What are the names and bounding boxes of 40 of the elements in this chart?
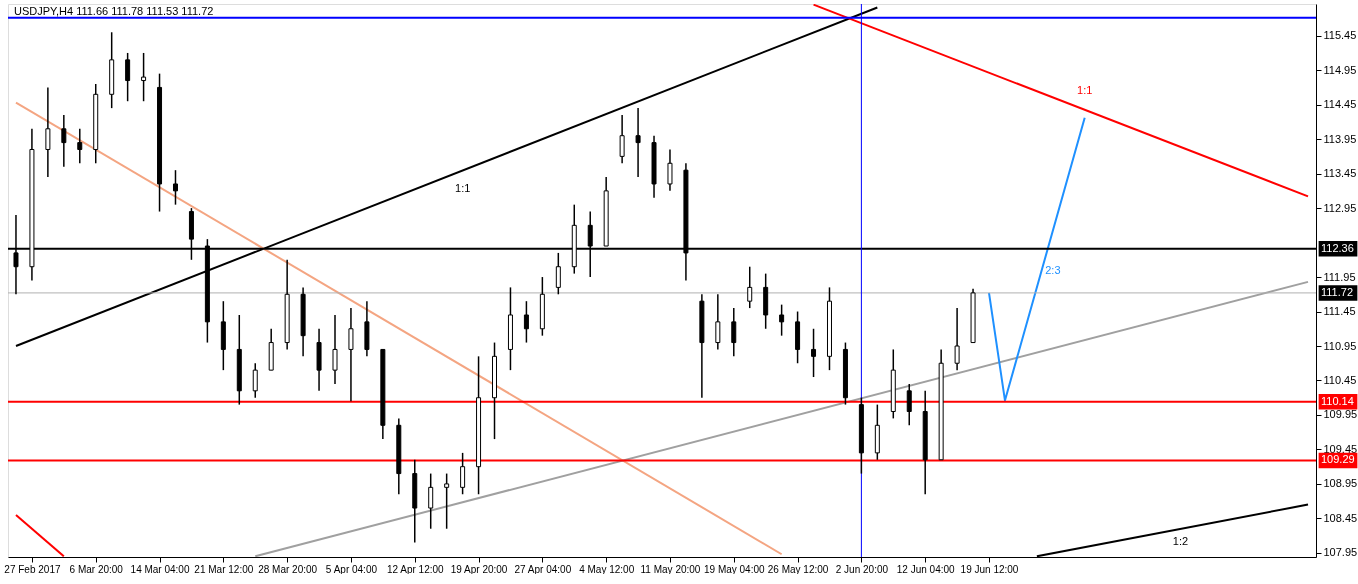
x-tick-label: 5 Apr 04:00 xyxy=(325,563,378,575)
x-tick-label: 28 Mar 20:00 xyxy=(258,563,318,575)
series-label: 1:1 xyxy=(455,181,471,194)
series-label: 2:3 xyxy=(1045,264,1061,277)
y-tick-label: 113.95 xyxy=(1323,132,1357,145)
x-tick-label: 19 Jun 12:00 xyxy=(960,563,1019,575)
x-tick-label: 11 May 20:00 xyxy=(640,563,701,575)
x-tick-label: 2 Jun 20:00 xyxy=(835,563,889,575)
y-tick-label: 110.45 xyxy=(1323,373,1357,386)
x-tick-label: 14 Mar 04:00 xyxy=(130,563,190,575)
y-tick-label: 109.45 xyxy=(1323,442,1358,455)
y-tick-label: 112.95 xyxy=(1323,201,1357,214)
x-tick-label: 6 Mar 20:00 xyxy=(69,563,124,575)
y-tick-label: 111.95 xyxy=(1323,270,1356,283)
x-tick-label: 19 May 04:00 xyxy=(703,563,766,575)
series-label: 1:2 xyxy=(1172,535,1189,548)
x-tick-label: 21 Mar 12:00 xyxy=(194,563,254,575)
ref-line-label: 112.36 xyxy=(1321,241,1354,254)
y-tick-label: 107.95 xyxy=(1323,546,1358,559)
y-tick-label: 111.45 xyxy=(1323,305,1356,318)
y-tick-label: 113.45 xyxy=(1323,167,1357,180)
y-tick-label: 110.95 xyxy=(1323,339,1357,352)
x-tick-label: 4 May 12:00 xyxy=(579,563,635,575)
y-tick-label: 108.95 xyxy=(1323,477,1358,490)
x-tick-label: 27 Feb 2017 xyxy=(4,563,61,575)
ref-line-label: 109.29 xyxy=(1321,453,1355,466)
ref-line-label: 110.14 xyxy=(1321,394,1354,407)
series-label: 1:1 xyxy=(1077,83,1093,96)
x-tick-label: 26 May 12:00 xyxy=(767,563,829,575)
x-tick-label: 12 Jun 04:00 xyxy=(896,563,956,575)
y-tick-label: 114.95 xyxy=(1323,63,1357,76)
y-tick-label: 115.45 xyxy=(1323,29,1357,42)
x-tick-label: 27 Apr 04:00 xyxy=(514,563,572,575)
y-tick-label: 109.95 xyxy=(1323,408,1358,421)
x-tick-label: 19 Apr 20:00 xyxy=(450,563,508,575)
ref-line-label: 111.72 xyxy=(1321,285,1354,298)
y-tick-label: 114.45 xyxy=(1323,98,1357,111)
chart-title: USDJPY,H4 111.66 111.78 111.53 111.72 xyxy=(14,5,214,17)
x-tick-label: 12 Apr 12:00 xyxy=(386,563,445,575)
y-tick-label: 108.45 xyxy=(1323,511,1358,524)
